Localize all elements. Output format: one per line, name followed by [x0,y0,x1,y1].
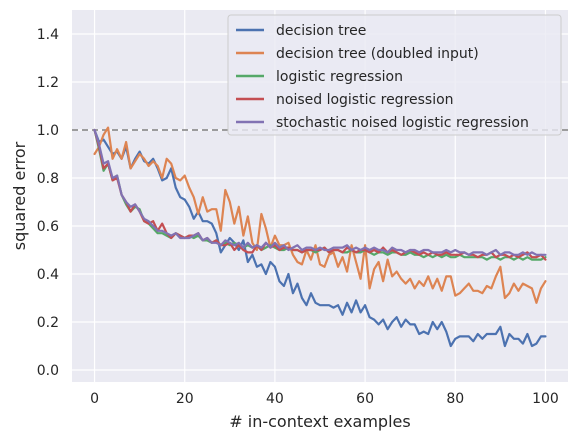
y-tick-label: 0.2 [37,315,59,331]
y-tick-label: 0.8 [37,171,59,187]
series-line [93,126,547,304]
series-line [93,128,547,348]
y-tick-label: 1.0 [37,123,59,139]
series-line [93,128,547,256]
legend-label: stochastic noised logistic regression [276,115,529,131]
y-tick-label: 1.2 [37,75,59,91]
series-group [93,126,547,348]
legend-label: decision tree (doubled input) [276,46,479,62]
legend-label: decision tree [276,23,366,39]
legend-label: logistic regression [276,69,403,85]
x-tick-label: 80 [446,391,464,407]
legend: decision tree decision tree (doubled inpu… [227,14,562,136]
x-tick-label: 40 [266,391,284,407]
x-tick-label: 20 [176,391,194,407]
tick-labels: 0 20 40 60 80 100 0.0 0.2 0.4 0.6 0.8 1.0 1.2 1.4 [37,27,559,407]
x-tick-label: 100 [532,391,559,407]
x-axis-label: # in-context examples [229,412,410,431]
y-axis-label: squared error [10,141,29,250]
y-tick-label: 0.6 [37,219,59,235]
x-tick-label: 0 [90,391,99,407]
y-tick-label: 1.4 [37,27,59,43]
y-tick-label: 0.0 [37,363,59,379]
legend-box [227,14,562,136]
x-tick-label: 60 [356,391,374,407]
legend-label: noised logistic regression [276,92,454,108]
y-tick-label: 0.4 [37,267,59,283]
